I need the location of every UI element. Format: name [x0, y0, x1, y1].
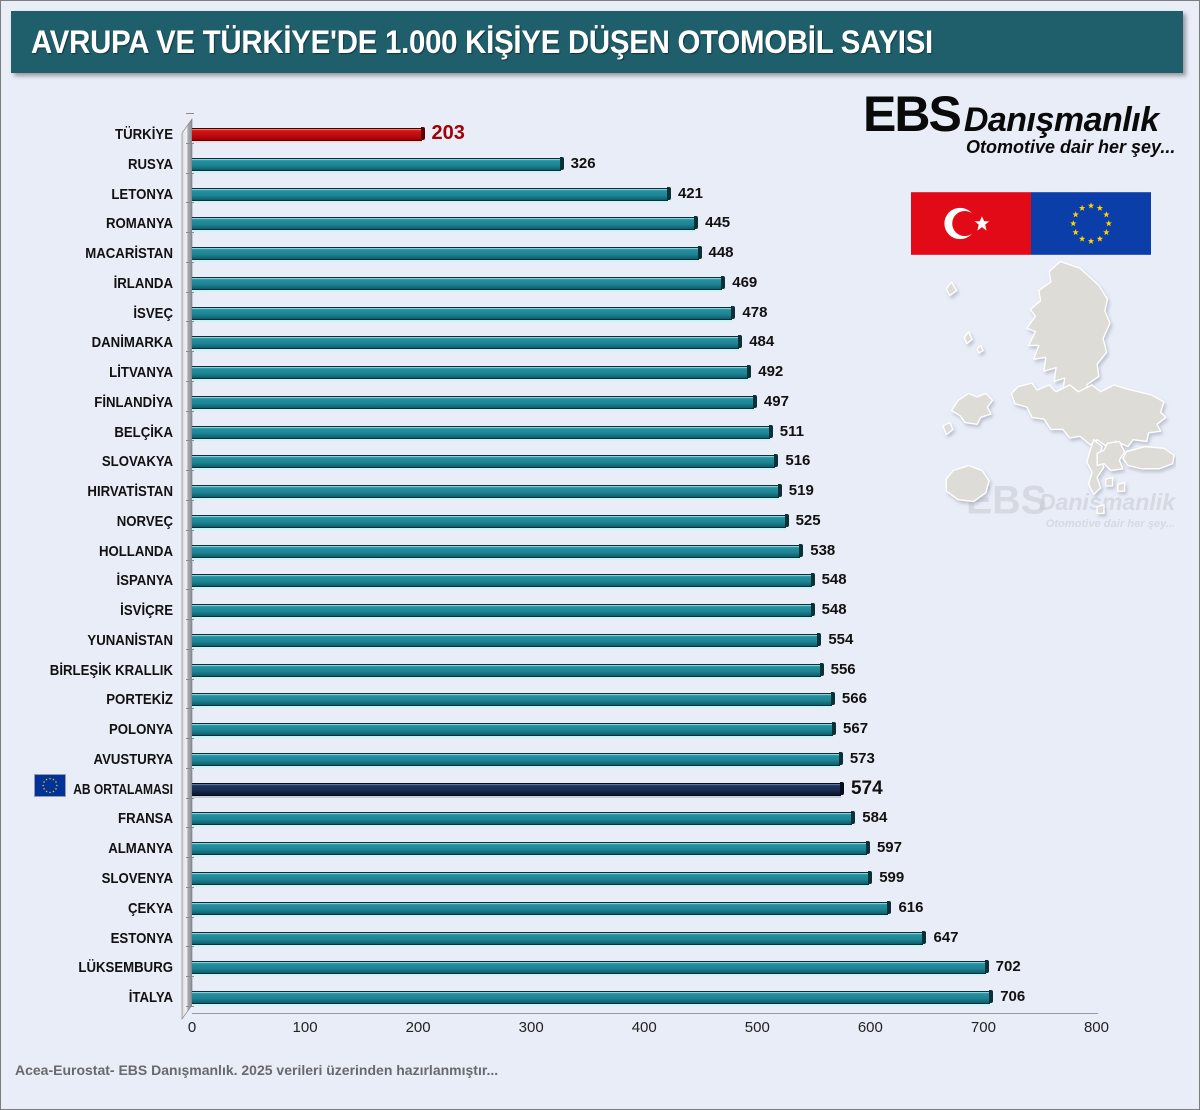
svg-text:Danismanlik: Danismanlik	[1039, 489, 1176, 515]
svg-text:Otomotive dair her şey...: Otomotive dair her şey...	[1046, 518, 1175, 530]
